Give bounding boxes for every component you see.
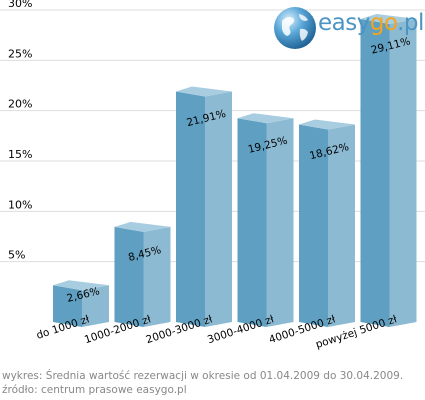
bar <box>176 86 232 327</box>
bar <box>299 119 355 327</box>
logo-part-domain: .pl <box>397 10 424 36</box>
bar-front-face <box>53 285 82 327</box>
logo-part-go: go <box>369 10 398 36</box>
bar <box>53 280 109 327</box>
bar-side-face <box>266 118 294 327</box>
bar-side-face <box>205 91 232 327</box>
bar-side-face <box>328 124 355 327</box>
bar-front-face <box>176 91 205 327</box>
bar-top-face <box>299 119 355 130</box>
y-tick-label: 15% <box>8 148 32 161</box>
y-tick-label: 30% <box>8 0 32 10</box>
y-tick-label: 25% <box>8 47 32 60</box>
y-tick-label: 20% <box>8 98 32 111</box>
bar-top-face <box>237 113 294 124</box>
bar-side-face <box>82 285 109 327</box>
bar-top-face <box>114 221 171 232</box>
bar-side-face <box>143 226 171 327</box>
bar <box>237 113 294 327</box>
chart-source: źródło: centrum prasowe easygo.pl <box>2 384 187 396</box>
bar-top-face <box>176 86 232 97</box>
bar-front-face <box>237 118 267 327</box>
y-tick-label: 5% <box>8 249 25 262</box>
y-axis-ticks: 5% 10% 15% 20% 25% 30% <box>8 0 32 262</box>
bar-top-face <box>53 280 109 291</box>
y-tick-label: 10% <box>8 198 32 211</box>
bar-front-face <box>299 124 328 327</box>
globe-icon <box>274 7 316 49</box>
bar-side-face <box>389 18 417 328</box>
chart-caption: wykres: Średnia wartość rezerwacji w okr… <box>2 370 404 382</box>
bar-chart: 2,66%8,45%21,91%19,25% 18,62%29,11% 5%10%… <box>0 0 425 351</box>
bar-top-face <box>360 13 417 24</box>
logo-part-easy: easy <box>318 10 370 36</box>
bar <box>360 13 417 328</box>
bar-front-face <box>360 18 390 328</box>
bar <box>114 221 171 327</box>
bar-front-face <box>114 226 144 327</box>
brand-logo: easygo.pl <box>318 10 424 36</box>
bars <box>53 13 417 328</box>
